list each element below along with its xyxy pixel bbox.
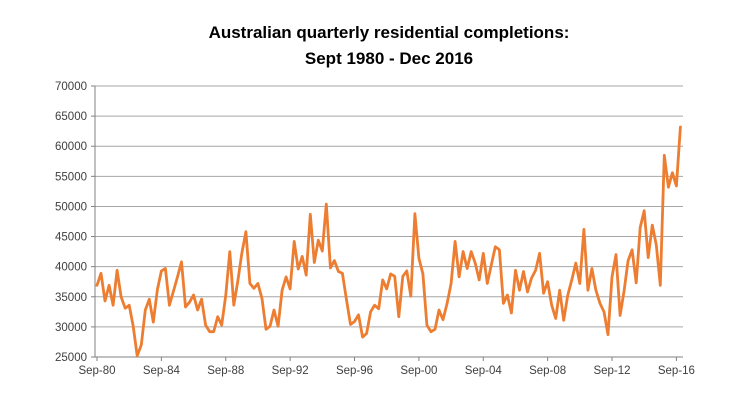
- y-axis-tick-label: 55000: [55, 171, 87, 183]
- x-axis-tick-label: Sep-12: [593, 365, 630, 377]
- x-axis-tick-label: Sep-08: [529, 365, 566, 377]
- data-series-line: [95, 125, 682, 358]
- y-axis-tick-label: 25000: [55, 352, 87, 364]
- x-axis-tick-label: Sep-00: [400, 365, 437, 377]
- x-axis-tick-label: Sep-84: [143, 365, 181, 377]
- y-axis-tick-label: 70000: [55, 81, 87, 93]
- x-axis-tick-label: Sep-80: [78, 365, 115, 377]
- chart-title: Australian quarterly residential complet…: [95, 20, 683, 72]
- y-axis-tick-label: 60000: [55, 141, 87, 153]
- y-axis-tick-label: 65000: [55, 111, 87, 123]
- y-axis-tick-label: 45000: [55, 232, 87, 244]
- y-axis-tick-label: 30000: [55, 322, 87, 334]
- chart-title-line2: Sept 1980 - Dec 2016: [304, 49, 474, 68]
- y-axis-tick-label: 50000: [55, 201, 87, 213]
- x-axis-tick-label: Sep-96: [336, 365, 373, 377]
- y-axis-tick-label: 40000: [55, 262, 87, 274]
- x-axis-tick-label: Sep-04: [465, 365, 503, 377]
- y-axis-tick-label: 35000: [55, 292, 87, 304]
- x-axis-tick-label: Sep-16: [658, 365, 695, 377]
- chart-title-line1: Australian quarterly residential complet…: [208, 23, 570, 42]
- x-axis-tick-label: Sep-92: [272, 365, 309, 377]
- x-axis-tick-label: Sep-88: [207, 365, 244, 377]
